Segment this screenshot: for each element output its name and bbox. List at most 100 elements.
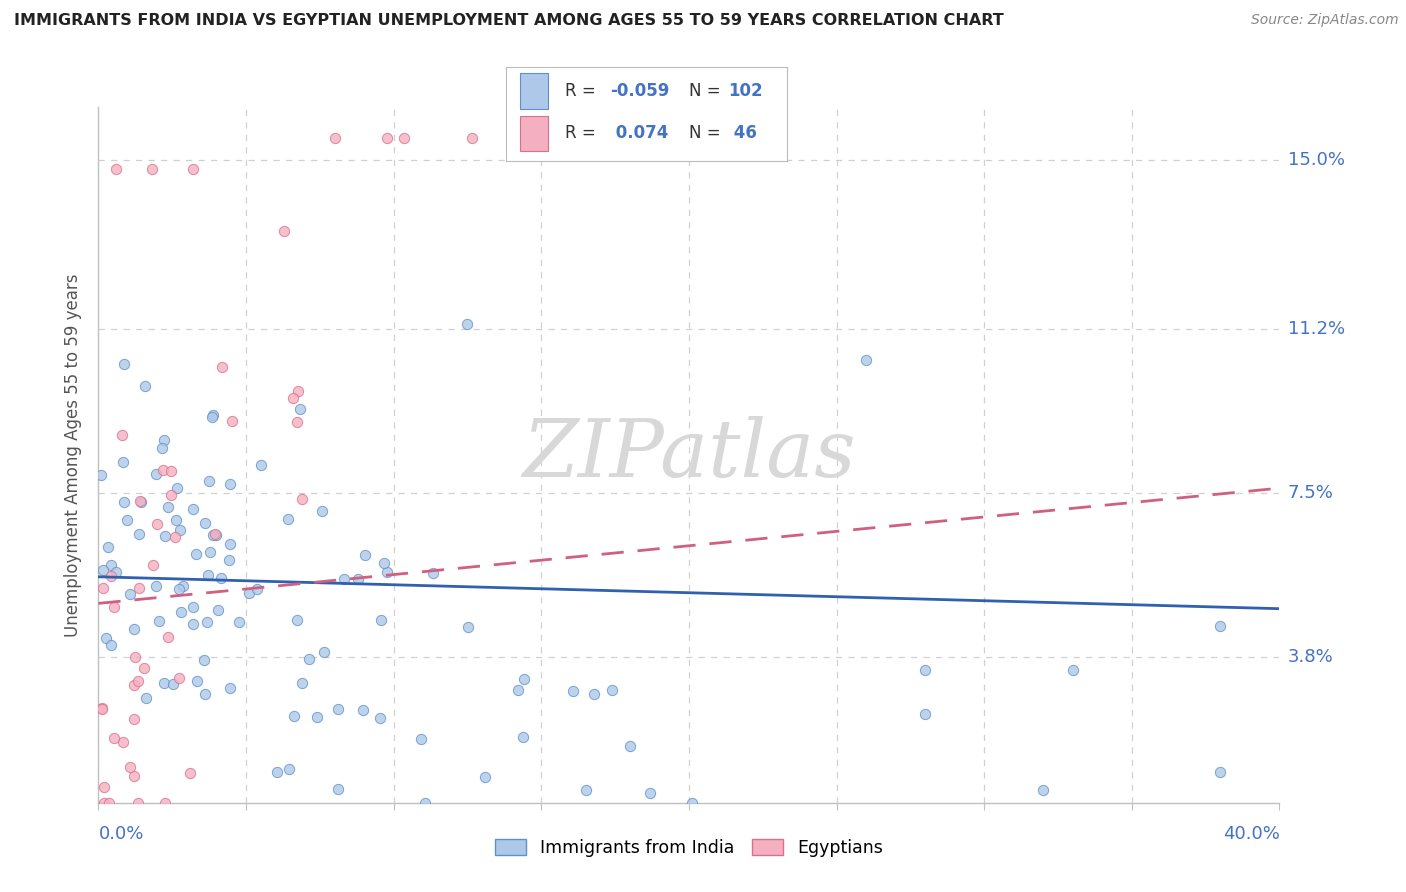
Text: 0.074: 0.074 (610, 124, 669, 143)
Point (281, 392, 304, 406)
Point (681, 796, 703, 810)
Point (298, 652, 321, 666)
Point (90, 700, 112, 714)
Point (184, 547, 207, 561)
Point (333, 573, 356, 587)
Text: 102: 102 (728, 82, 763, 100)
Point (141, 162, 163, 177)
Point (370, 711, 392, 725)
Point (146, 516, 169, 531)
Point (145, 579, 167, 593)
Point (104, 566, 127, 580)
Point (370, 613, 392, 627)
Point (97, 540, 120, 554)
Point (375, 131, 398, 145)
Point (219, 681, 242, 695)
Point (90, 467, 112, 482)
Point (134, 379, 156, 393)
Point (122, 713, 145, 727)
Point (165, 530, 187, 544)
Point (354, 548, 377, 562)
Point (285, 415, 308, 429)
Point (266, 764, 288, 779)
Point (561, 683, 583, 698)
Point (205, 527, 228, 541)
Point (122, 622, 145, 636)
Point (153, 529, 176, 543)
Point (172, 579, 194, 593)
Point (142, 558, 165, 572)
Point (124, 650, 146, 665)
Point (181, 162, 204, 177)
Point (122, 769, 145, 783)
Point (128, 527, 150, 541)
Point (218, 476, 240, 491)
Point (135, 691, 157, 706)
Point (328, 702, 350, 716)
Point (195, 615, 218, 629)
Point (209, 571, 232, 585)
Point (287, 384, 309, 398)
Text: IMMIGRANTS FROM INDIA VS EGYPTIAN UNEMPLOYMENT AMONG AGES 55 TO 59 YEARS CORRELA: IMMIGRANTS FROM INDIA VS EGYPTIAN UNEMPL… (14, 13, 1004, 29)
Point (197, 474, 219, 488)
Point (148, 615, 170, 629)
Legend: Immigrants from India, Egyptians: Immigrants from India, Egyptians (488, 831, 890, 863)
Point (111, 428, 134, 442)
Point (156, 500, 179, 514)
Y-axis label: Unemployment Among Ages 55 to 59 years: Unemployment Among Ages 55 to 59 years (65, 273, 83, 637)
Point (114, 358, 136, 372)
Point (103, 731, 125, 745)
Point (373, 556, 395, 570)
Point (118, 760, 141, 774)
Point (228, 615, 250, 630)
Point (153, 434, 176, 448)
Point (375, 565, 398, 579)
Point (159, 488, 181, 502)
Point (602, 683, 624, 698)
Text: N =: N = (689, 82, 720, 100)
Point (162, 677, 184, 691)
Point (326, 782, 349, 797)
Point (218, 553, 240, 567)
Point (307, 710, 329, 724)
Point (145, 467, 167, 482)
Point (311, 504, 333, 518)
Point (167, 671, 190, 685)
Point (94, 631, 117, 645)
Point (638, 786, 661, 800)
Point (283, 709, 305, 723)
Point (91, 702, 114, 716)
Point (112, 454, 135, 468)
Text: 15.0%: 15.0% (1288, 152, 1344, 169)
Point (291, 676, 314, 690)
Point (186, 673, 208, 688)
Point (105, 162, 128, 177)
Point (179, 766, 201, 780)
Point (409, 732, 432, 747)
Point (134, 661, 156, 675)
Point (98, 796, 121, 810)
Point (160, 464, 183, 478)
Point (277, 511, 299, 525)
Point (166, 481, 188, 495)
Point (201, 410, 224, 425)
Point (93, 780, 115, 794)
Text: R =: R = (565, 124, 602, 143)
Text: ZIPatlas: ZIPatlas (522, 417, 856, 493)
Point (413, 796, 436, 810)
Point (1209, 618, 1232, 632)
Point (619, 739, 641, 753)
Text: 46: 46 (728, 124, 758, 143)
Point (91, 563, 114, 577)
FancyBboxPatch shape (520, 73, 548, 109)
Point (194, 687, 217, 701)
Text: R =: R = (565, 82, 602, 100)
Point (346, 572, 368, 586)
Point (218, 537, 240, 551)
Point (202, 408, 225, 422)
Point (246, 582, 269, 596)
Point (583, 687, 606, 701)
Point (394, 131, 416, 145)
Point (128, 494, 150, 508)
Point (128, 581, 150, 595)
